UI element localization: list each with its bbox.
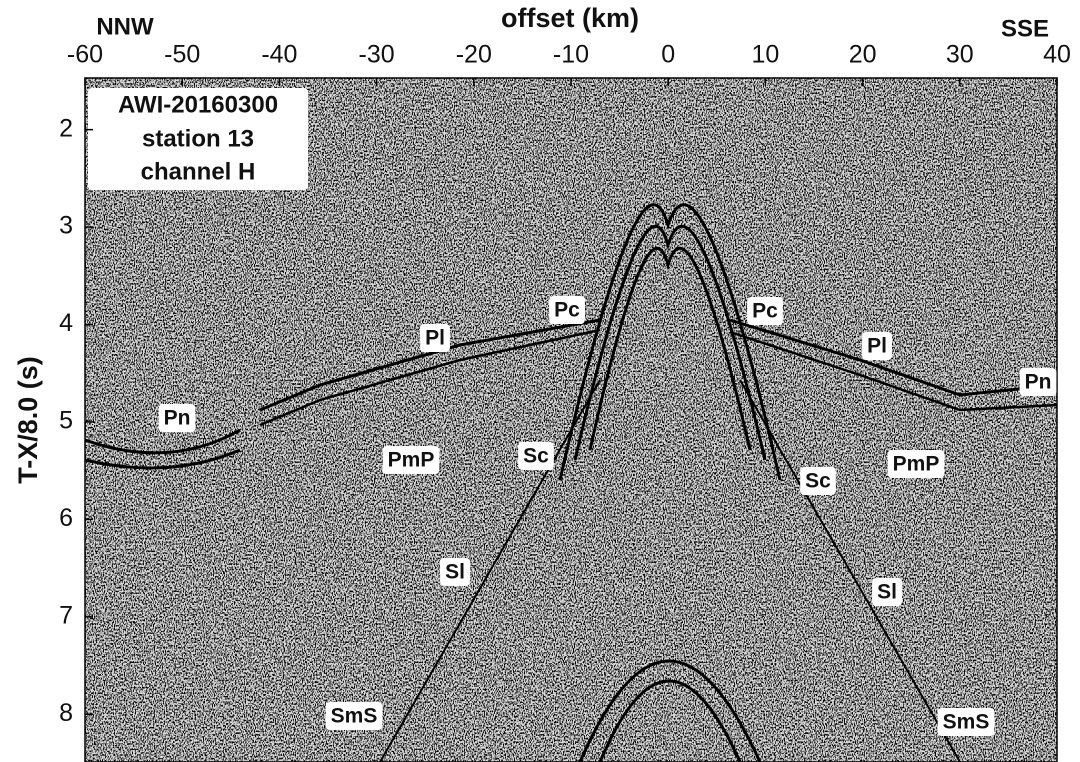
wavefront xyxy=(739,379,961,762)
annotation-box xyxy=(872,578,902,606)
x-tick-label: 30 xyxy=(946,41,974,69)
x-axis-label: offset (km) xyxy=(501,3,639,33)
wavefront xyxy=(85,428,241,455)
wavefront xyxy=(598,679,742,762)
x-tick-label: -60 xyxy=(67,41,103,69)
annotation: PmP xyxy=(388,449,435,472)
x-tick-label: -30 xyxy=(359,41,395,69)
annotation-box xyxy=(937,708,995,736)
annotation: PmP xyxy=(893,453,940,476)
x-tick-label: -10 xyxy=(553,41,589,69)
annotation: Pl xyxy=(425,327,445,350)
annotation: SmS xyxy=(331,705,378,728)
annotation-box xyxy=(862,332,892,360)
direction-label: SSE xyxy=(1001,15,1049,42)
annotation-box xyxy=(420,324,450,352)
annotation-box xyxy=(325,702,383,730)
x-tick-label: 40 xyxy=(1043,41,1071,69)
y-axis-label: T-X/8.0 (s) xyxy=(13,356,43,484)
wavefront xyxy=(558,203,782,481)
annotation-box xyxy=(549,296,585,324)
y-tick-label: 4 xyxy=(59,309,73,337)
x-tick-label: -40 xyxy=(261,41,297,69)
wavefront xyxy=(379,379,601,762)
x-tick-label: 0 xyxy=(661,41,675,69)
annotation-box xyxy=(440,558,470,586)
x-tick-label: -50 xyxy=(164,41,200,69)
info-text: AWI-20160300 xyxy=(118,91,278,118)
y-tick-label: 5 xyxy=(59,407,73,435)
wavefront xyxy=(573,224,767,461)
info-box xyxy=(88,88,308,190)
annotation: Sl xyxy=(445,561,465,584)
wavefront xyxy=(85,448,241,470)
y-tick-label: 2 xyxy=(59,114,73,142)
x-tick-label: -20 xyxy=(456,41,492,69)
annotation: Pn xyxy=(164,407,191,430)
annotation: Sc xyxy=(523,445,549,468)
annotation: Pc xyxy=(554,299,580,322)
info-text: station 13 xyxy=(142,125,254,152)
info-text: channel H xyxy=(141,158,256,185)
annotation-box xyxy=(158,404,196,432)
annotation-box xyxy=(887,450,945,478)
wavefront xyxy=(259,328,601,427)
x-tick-label: 20 xyxy=(849,41,877,69)
annotation: SmS xyxy=(943,711,990,734)
wavefront xyxy=(578,659,762,762)
annotation-box xyxy=(382,446,440,474)
wavefront xyxy=(588,246,752,451)
annotation: Pc xyxy=(752,300,778,323)
wavefront xyxy=(729,318,1057,397)
annotation: Sc xyxy=(805,470,831,493)
annotation-box xyxy=(747,297,783,325)
annotation-box xyxy=(800,467,836,495)
wavefront xyxy=(729,330,1057,412)
annotation: Pl xyxy=(867,335,887,358)
y-tick-label: 6 xyxy=(59,504,73,532)
annotation-box xyxy=(518,442,554,470)
y-tick-label: 3 xyxy=(59,212,73,240)
y-tick-label: 7 xyxy=(59,601,73,629)
y-tick-label: 8 xyxy=(59,699,73,727)
wavefronts xyxy=(85,203,1057,762)
wavefront xyxy=(259,318,601,412)
annotation-box xyxy=(1019,368,1057,396)
annotation: Sl xyxy=(877,581,897,604)
annotation: Pn xyxy=(1025,371,1052,394)
direction-label: NNW xyxy=(96,13,154,40)
x-tick-label: 10 xyxy=(751,41,779,69)
